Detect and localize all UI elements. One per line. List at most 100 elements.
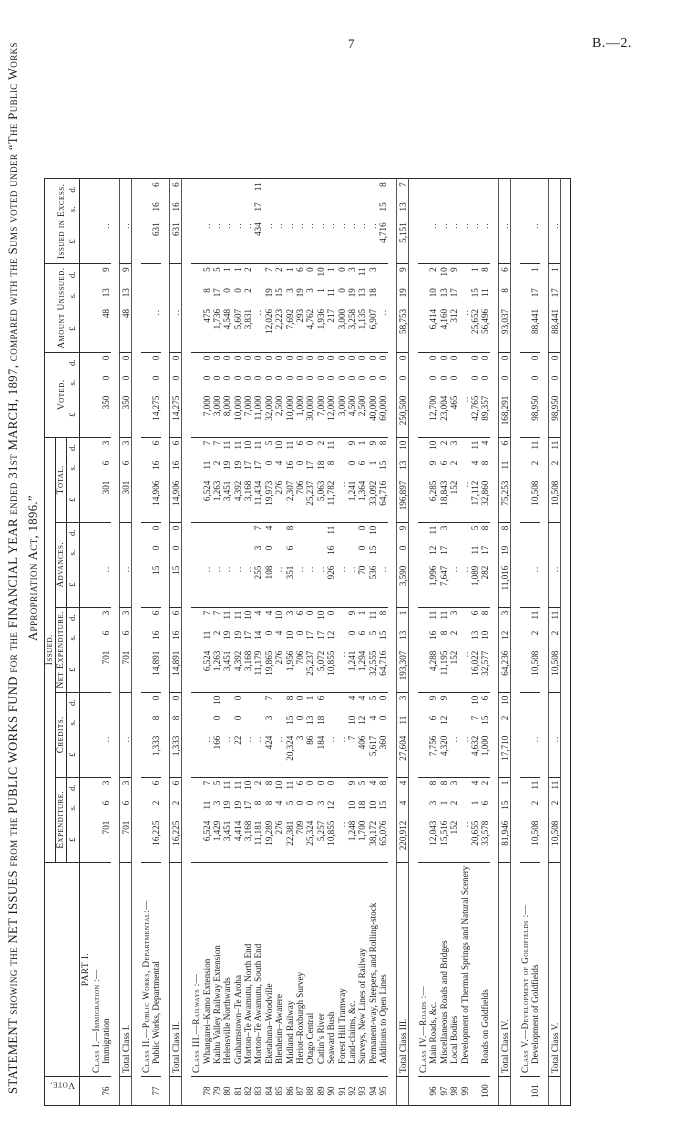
document-reference: B.—2. bbox=[592, 36, 632, 51]
cell-amount-unissued-pounds: 48 bbox=[101, 308, 112, 319]
cell-issued-in-excess-pence: 8 bbox=[377, 178, 389, 200]
cell-voted-pounds: 98,950 bbox=[548, 392, 561, 438]
cell-advances-pounds: 11,016 bbox=[498, 562, 511, 608]
cell-net-expenditure-shillings: 17 bbox=[315, 630, 326, 640]
cell-description: Whangarei–Kamo Extension bbox=[201, 862, 212, 1077]
cell-vote: 93 bbox=[356, 1076, 368, 1106]
cell-amount-unissued-pounds: 48 bbox=[119, 305, 132, 353]
cell-expenditure-pence: 3 bbox=[119, 777, 132, 798]
cell-issued-in-excess-shillings bbox=[191, 199, 201, 219]
cell-credits-pounds: .. bbox=[201, 735, 212, 743]
cell-amount-unissued-shillings bbox=[520, 285, 530, 306]
cell-credits-shillings bbox=[253, 713, 263, 733]
cell-total-shillings: 17 bbox=[243, 460, 254, 470]
row-spacer bbox=[161, 178, 170, 1106]
cell-credits-shillings bbox=[548, 712, 561, 733]
cell-amount-unissued-pounds bbox=[418, 306, 428, 352]
cell-total-pence: 8 bbox=[377, 437, 389, 458]
cell-advances-shillings bbox=[378, 543, 388, 563]
cell-amount-unissued-pounds bbox=[80, 306, 91, 352]
cell-total-pence bbox=[417, 437, 428, 458]
cell-net-expenditure-pounds: .. bbox=[459, 650, 470, 658]
cell-amount-unissued-pounds bbox=[520, 306, 530, 352]
cell-credits-shillings bbox=[119, 712, 132, 733]
class-heading: Class II.—Public Works, Departmental:— bbox=[140, 862, 151, 1077]
cell-advances-pounds: 926 bbox=[326, 565, 337, 580]
cell-issued-in-excess-pounds: .. bbox=[274, 222, 285, 229]
cell-advances-pence bbox=[273, 522, 285, 543]
cell-net-expenditure-pence: 3 bbox=[448, 607, 460, 628]
cell-expenditure-pounds bbox=[90, 818, 100, 863]
cell-voted-pounds: 250,500 bbox=[396, 392, 409, 438]
cell-voted-pounds: 14,275 bbox=[169, 392, 182, 438]
cell-credits-pounds: .. bbox=[530, 735, 541, 743]
cell-amount-unissued-shillings bbox=[151, 285, 161, 306]
cell-total-pounds: .. bbox=[336, 480, 347, 488]
cell-net-expenditure-shillings: 13 bbox=[469, 630, 480, 640]
cell-total-pounds bbox=[520, 478, 530, 523]
cell-vote bbox=[396, 1076, 409, 1106]
cell-net-expenditure-shillings bbox=[459, 628, 469, 648]
cell-amount-unissued-shillings bbox=[253, 285, 263, 306]
cell-amount-unissued-pounds: 58,753 bbox=[396, 305, 409, 353]
cell-amount-unissued-pence: 1 bbox=[325, 263, 337, 286]
cell-net-expenditure-pounds: 10,855 bbox=[326, 650, 337, 676]
cell-total-pence: 3 bbox=[119, 437, 132, 458]
cell-voted-shillings: 0 bbox=[263, 375, 274, 381]
col-header-net-expenditure-pounds: £ bbox=[66, 647, 80, 693]
cell-voted-pounds: 89,357 bbox=[480, 395, 491, 421]
cell-voted-shillings: 0 bbox=[336, 375, 347, 381]
cell-credits-pounds: .. bbox=[326, 735, 337, 743]
cell-total-shillings: 2 bbox=[530, 460, 541, 466]
cell-expenditure-shillings: 19 bbox=[222, 800, 233, 810]
cell-advances-pounds: .. bbox=[346, 565, 357, 573]
col-header-issued-group: Issued. bbox=[44, 437, 56, 863]
cell-total-pence: 1 bbox=[356, 437, 368, 458]
cell-net-expenditure-pounds: 1,956 bbox=[284, 650, 295, 672]
cell-net-expenditure-shillings: 16 bbox=[428, 630, 439, 640]
cell-total-pence: 6 bbox=[294, 437, 306, 458]
cell-voted-pounds: 98,950 bbox=[530, 395, 541, 421]
cell-description: Development of Thermal Springs and Natur… bbox=[459, 862, 470, 1077]
cell-credits-shillings: 0 bbox=[232, 715, 243, 721]
cell-issued-in-excess-pounds: .. bbox=[357, 222, 368, 229]
cell-total-pounds: 17,112 bbox=[469, 480, 480, 506]
cell-net-expenditure-pounds bbox=[90, 648, 100, 693]
cell-issued-in-excess-shillings bbox=[141, 199, 151, 219]
cell-net-expenditure-pence bbox=[90, 607, 101, 628]
cell-net-expenditure-pence: 6 bbox=[169, 607, 182, 628]
cell-description: Kaihu Valley Railway Extension bbox=[211, 862, 222, 1077]
cell-voted-pence bbox=[519, 352, 531, 373]
col-header-service bbox=[44, 862, 80, 1077]
cell-voted-pence bbox=[417, 352, 428, 373]
cell-vote: 76 bbox=[100, 1076, 112, 1106]
cell-total-pence: 4 bbox=[479, 437, 491, 458]
cell-credits-pounds: 4,320 bbox=[438, 735, 449, 757]
cell-total-pence: 11 bbox=[325, 437, 337, 458]
cell-total-shillings: 19 bbox=[232, 460, 243, 470]
cell-voted-pence: 0 bbox=[427, 352, 439, 373]
cell-credits-shillings bbox=[201, 713, 211, 733]
cell-total-shillings: 16 bbox=[151, 460, 162, 470]
col-header-net-expenditure-shillings: s. bbox=[66, 627, 80, 648]
cell-issued-in-excess-shillings bbox=[428, 199, 438, 219]
cell-expenditure-pence: 3 bbox=[448, 777, 460, 798]
cell-credits-shillings bbox=[520, 713, 530, 733]
cell-voted-shillings: 0 bbox=[378, 375, 389, 381]
cell-expenditure-shillings: 6 bbox=[480, 800, 491, 806]
row-spacer bbox=[111, 178, 120, 1106]
cell-expenditure-pounds: 22,381 bbox=[284, 820, 295, 846]
cell-net-expenditure-pounds: 4,392 bbox=[232, 650, 243, 672]
cell-issued-in-excess-shillings bbox=[498, 199, 511, 220]
cell-amount-unissued-shillings: 11 bbox=[480, 288, 491, 297]
cell-amount-unissued-shillings: 0 bbox=[222, 288, 233, 293]
cell-issued-in-excess-pence bbox=[100, 178, 112, 200]
cell-net-expenditure-pence bbox=[459, 607, 470, 628]
cell-voted-pence: 0 bbox=[211, 352, 222, 373]
cell-advances-pounds: 351 bbox=[284, 565, 295, 580]
cell-total-pounds: 1,364 bbox=[357, 480, 368, 502]
cell-expenditure-shillings bbox=[459, 798, 469, 818]
cell-advances-shillings bbox=[305, 543, 315, 563]
cell-issued-in-excess-pounds bbox=[520, 219, 530, 264]
cell-advances-pounds: 108 bbox=[263, 565, 274, 580]
